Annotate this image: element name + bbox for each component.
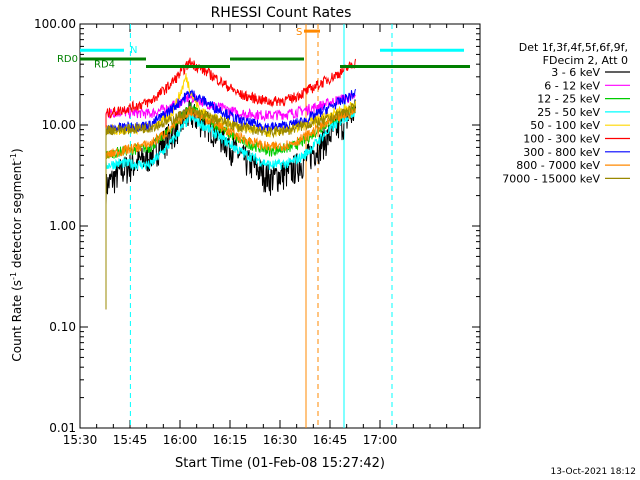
legend-entry-label: 25 - 50 keV — [537, 106, 600, 119]
legend-header: FDecim 2, Att 0 — [543, 54, 628, 67]
y-axis-label-exponent-1: -1 — [9, 272, 18, 280]
y-tick-label: 0.10 — [49, 320, 76, 334]
annotation-label: RD4 — [94, 59, 115, 70]
legend-header: Det 1f,3f,4f,5f,6f,9f, — [519, 41, 628, 54]
legend: Det 1f,3f,4f,5f,6f,9f,FDecim 2, Att 03 -… — [502, 41, 630, 185]
legend-entry-label: 50 - 100 keV — [530, 119, 600, 132]
legend-entry-label: 6 - 12 keV — [544, 79, 600, 92]
x-tick-label: 16:45 — [313, 433, 348, 447]
timestamp-label: 13-Oct-2021 18:12 — [550, 467, 636, 477]
annotation-label: RD0 — [57, 54, 78, 65]
x-tick-label: 15:30 — [63, 433, 98, 447]
legend-entry-label: 800 - 7000 keV — [516, 159, 600, 172]
legend-entry-label: 100 - 300 keV — [523, 133, 600, 146]
y-tick-label: 1.00 — [49, 219, 76, 233]
annotation-label: N — [130, 45, 137, 56]
plot-frame — [79, 23, 481, 429]
y-tick-label: 0.01 — [49, 421, 76, 435]
x-axis-label: Start Time (01-Feb-08 15:27:42) — [175, 456, 385, 471]
chart-title: RHESSI Count Rates — [211, 5, 352, 21]
annotation-label: S — [296, 27, 302, 38]
y-axis-label-exponent-2: -1 — [9, 153, 18, 161]
x-tick-label: 17:00 — [363, 433, 398, 447]
y-axis-label-middle: detector segment — [10, 161, 24, 272]
y-tick-label: 10.00 — [42, 118, 76, 132]
x-tick-label: 16:15 — [213, 433, 248, 447]
legend-entry-label: 7000 - 15000 keV — [502, 172, 600, 185]
y-axis-label-end: ) — [10, 148, 24, 153]
y-axis-label: Count Rate (s-1 detector segment-1) — [9, 148, 24, 361]
plot-area: 0.01 0.10 1.00 10.00 100.00 15:30 15:45 16:00 16… — [34, 17, 481, 447]
y-tick-label: 100.00 — [34, 17, 76, 31]
legend-entry-label: 300 - 800 keV — [523, 146, 600, 159]
series-line — [105, 103, 356, 310]
x-tick-label: 15:45 — [113, 433, 148, 447]
x-tick-label: 16:30 — [263, 433, 298, 447]
series-line — [105, 92, 356, 310]
legend-entry-label: 12 - 25 keV — [537, 93, 600, 106]
legend-entry-label: 3 - 6 keV — [551, 66, 600, 79]
series-line — [105, 108, 356, 310]
series-line — [105, 57, 356, 310]
x-tick-label: 16:00 — [163, 433, 198, 447]
y-axis-label-main: Count Rate (s — [10, 280, 24, 362]
series-line — [105, 88, 356, 310]
